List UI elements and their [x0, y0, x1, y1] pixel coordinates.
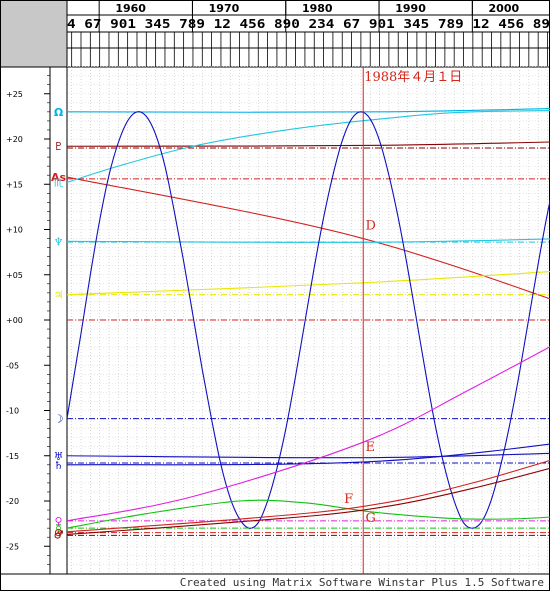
series-line-8 [67, 270, 550, 296]
annotation-E: E [366, 440, 376, 455]
series-line-18 [67, 499, 550, 529]
footer-bar [0, 574, 550, 591]
series-line-14 [67, 443, 550, 466]
series-glyph-22: ♂ [54, 528, 64, 541]
series-line-5 [67, 110, 550, 183]
y-tick-label: +10 [6, 226, 23, 235]
series-glyph-8: ♃ [54, 289, 64, 302]
series-line-11 [67, 111, 550, 529]
y-tick-label: +05 [6, 271, 23, 280]
annotation-D: D [366, 219, 376, 234]
corner-block [0, 0, 67, 67]
series-glyph-11: ☽ [54, 413, 64, 426]
y-tick-label: +25 [6, 90, 23, 99]
x-tick-label-year: 1960 [115, 2, 146, 15]
series-line-1 [67, 141, 550, 147]
series-glyph-1: ♇ [54, 140, 64, 153]
series-glyph-13: ♅ [54, 450, 64, 463]
date-marker-label: 1988年４月１日 [364, 70, 462, 85]
y-tick-label: +20 [6, 135, 23, 144]
annotation-G: G [366, 511, 376, 526]
x-tick-label-year: 1990 [395, 2, 426, 15]
x-tick-label-year: 2000 [489, 2, 520, 15]
y-tick-label: -10 [6, 407, 19, 416]
series-glyph-17: ♀ [54, 515, 62, 528]
series-glyph-14: ♄ [54, 459, 64, 472]
y-tick-label: +15 [6, 180, 23, 189]
y-tick-label: -25 [6, 542, 19, 551]
x-tick-label-year: 1980 [302, 2, 333, 15]
x-tick-digits: 4 67 901 345 789 12 456 890 234 67 901 3… [67, 17, 550, 31]
series-glyph-6: ♆ [54, 235, 64, 248]
y-tick-label: -15 [6, 452, 19, 461]
annotation-F: F [344, 492, 353, 507]
series-glyph-3: As [51, 171, 67, 184]
footer-credit: Created using Matrix Software Winstar Pl… [180, 576, 544, 589]
series-glyph-5: ♏ [54, 176, 64, 189]
y-tick-label: -05 [6, 361, 19, 370]
series-glyph-18: ☿ [55, 522, 62, 535]
series-glyph-20: ⊙ [54, 526, 63, 539]
series-glyph-0: Ω [54, 106, 64, 119]
y-axis-panel [0, 67, 50, 574]
y-tick-label: +00 [6, 316, 23, 325]
series-line-13 [67, 452, 550, 459]
x-tick-label-year: 1970 [209, 2, 240, 15]
y-tick-label: -20 [6, 497, 19, 506]
